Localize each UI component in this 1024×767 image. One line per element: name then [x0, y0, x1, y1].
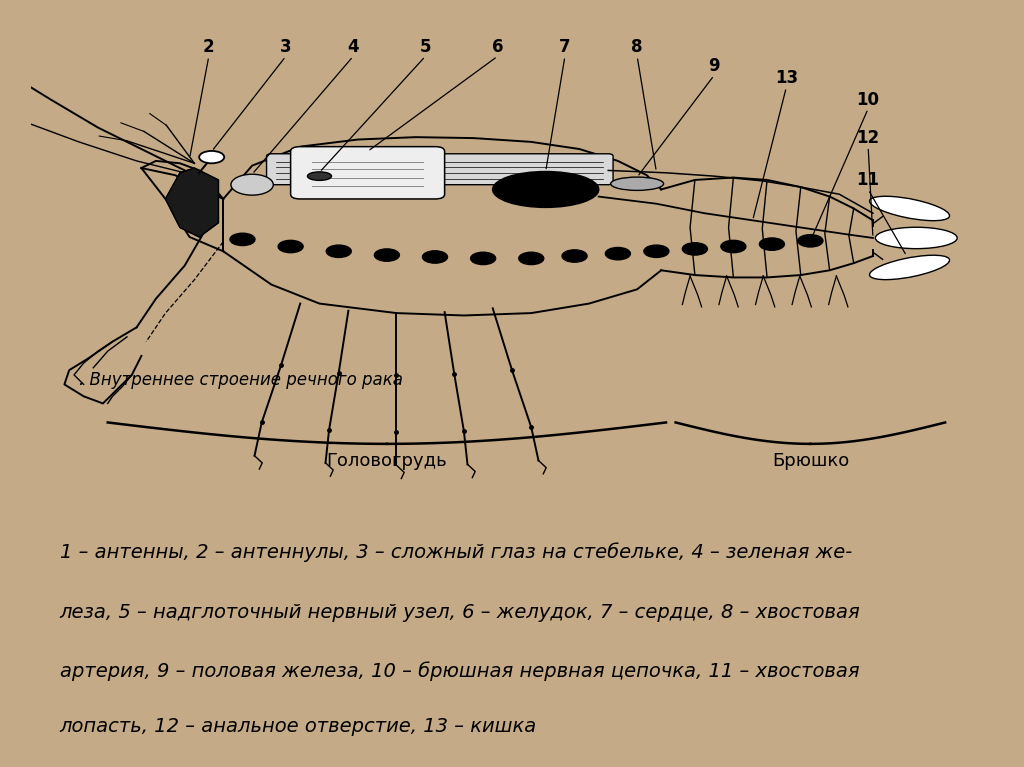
Circle shape [721, 240, 745, 252]
Ellipse shape [307, 172, 332, 180]
Circle shape [327, 245, 351, 258]
Circle shape [231, 174, 273, 195]
Text: 11: 11 [857, 172, 880, 189]
Ellipse shape [869, 255, 949, 280]
Ellipse shape [610, 177, 664, 190]
Text: 2: 2 [203, 38, 215, 56]
Polygon shape [166, 168, 218, 237]
Text: 13: 13 [775, 69, 798, 87]
Text: . Внутреннее строение речного рака: . Внутреннее строение речного рака [79, 370, 402, 389]
Text: 4: 4 [347, 38, 359, 56]
Ellipse shape [493, 172, 599, 207]
Circle shape [798, 235, 823, 247]
Text: Брюшко: Брюшко [772, 452, 849, 469]
Circle shape [279, 240, 303, 252]
Text: 9: 9 [709, 58, 720, 75]
Text: 6: 6 [492, 38, 504, 56]
FancyBboxPatch shape [266, 153, 613, 185]
Circle shape [423, 251, 447, 263]
Text: артерия, 9 – половая железа, 10 – брюшная нервная цепочка, 11 – хвостовая: артерия, 9 – половая железа, 10 – брюшна… [59, 661, 859, 680]
Text: 7: 7 [559, 38, 570, 56]
Text: 12: 12 [857, 129, 880, 146]
Text: леза, 5 – надглоточный нервный узел, 6 – желудок, 7 – сердце, 8 – хвостовая: леза, 5 – надглоточный нервный узел, 6 –… [59, 603, 860, 622]
Text: 10: 10 [857, 91, 880, 109]
Circle shape [562, 250, 587, 262]
Text: 3: 3 [280, 38, 292, 56]
Circle shape [199, 151, 224, 163]
Circle shape [375, 249, 399, 262]
Ellipse shape [876, 227, 957, 249]
Text: 5: 5 [420, 38, 431, 56]
Text: лопасть, 12 – анальное отверстие, 13 – кишка: лопасть, 12 – анальное отверстие, 13 – к… [59, 717, 537, 736]
Ellipse shape [869, 196, 949, 221]
FancyBboxPatch shape [291, 146, 444, 199]
Circle shape [605, 248, 631, 260]
Circle shape [682, 242, 708, 255]
Circle shape [519, 252, 544, 265]
Text: 1 – антенны, 2 – антеннулы, 3 – сложный глаз на стебельке, 4 – зеленая же-: 1 – антенны, 2 – антеннулы, 3 – сложный … [59, 542, 852, 561]
Circle shape [471, 252, 496, 265]
Text: 8: 8 [632, 38, 643, 56]
Circle shape [760, 238, 784, 250]
Text: Головогрудь: Головогрудь [327, 452, 447, 469]
Circle shape [230, 233, 255, 245]
Circle shape [644, 245, 669, 258]
